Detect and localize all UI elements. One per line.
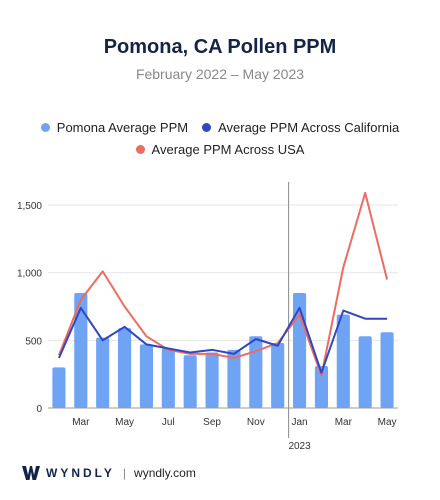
x-tick-label-2: Jul — [162, 417, 175, 428]
y-tick-label-3: 1,500 — [17, 201, 42, 212]
x-year-label: 2023 — [288, 441, 311, 452]
line-usa — [58, 191, 389, 377]
legend-item-california: Average PPM Across California — [202, 120, 399, 135]
x-tick-label-0: Mar — [72, 417, 90, 428]
bar-pomona-13 — [336, 314, 350, 408]
y-tick-label-0: 0 — [36, 404, 42, 415]
wyndly-logo-icon — [22, 466, 40, 480]
x-tick-label-3: Sep — [203, 417, 221, 428]
footer: WYNDLY | wyndly.com — [22, 462, 196, 484]
line-california — [58, 306, 388, 374]
legend-item-usa: Average PPM Across USA — [135, 141, 305, 157]
x-tick-label-7: May — [378, 417, 397, 428]
brand-name: WYNDLY — [46, 466, 115, 480]
footer-site[interactable]: wyndly.com — [134, 466, 196, 480]
legend-swatch-pomona — [40, 122, 50, 132]
legend-item-pomona: Pomona Average PPM — [40, 119, 189, 135]
bar-pomona-5 — [161, 348, 175, 408]
legend-row-1: Pomona Average PPM Average PPM Across Ca… — [0, 116, 440, 138]
bar-pomona-9 — [249, 336, 263, 408]
bar-pomona-10 — [271, 343, 285, 408]
bar-pomona-1 — [74, 293, 88, 408]
legend: Pomona Average PPM Average PPM Across Ca… — [0, 116, 440, 160]
x-tick-label-5: Jan — [292, 417, 308, 428]
bar-pomona-12 — [314, 366, 328, 408]
legend-row-2: Average PPM Across USA — [0, 138, 440, 160]
bar-pomona-3 — [118, 328, 132, 408]
chart-plot: 0 500 1,000 1,500 Mar May Jul Sep Nov Jan Mar May 20… — [17, 182, 398, 452]
bar-pomona-0 — [52, 367, 66, 408]
x-tick-label-6: Mar — [335, 417, 353, 428]
bar-pomona-4 — [139, 344, 153, 408]
legend-swatch-usa — [135, 144, 145, 154]
bar-pomona-8 — [227, 349, 241, 408]
bar-pomona-6 — [183, 355, 197, 408]
footer-separator: | — [122, 466, 127, 480]
bar-pomona-14 — [358, 336, 372, 408]
bar-pomona-2 — [96, 337, 110, 408]
chart-title: Pomona, CA Pollen PPM — [103, 36, 337, 58]
x-tick-label-1: May — [115, 417, 134, 428]
y-tick-label-2: 1,000 — [17, 269, 42, 280]
bar-pomona-15 — [380, 332, 394, 408]
legend-label-usa: Average PPM Across USA — [151, 141, 305, 157]
legend-swatch-california — [202, 122, 212, 132]
legend-label-california: Average PPM Across California — [218, 119, 400, 135]
chart-subtitle: February 2022 – May 2023 — [135, 66, 305, 82]
x-tick-label-4: Nov — [247, 417, 265, 428]
legend-label-pomona: Pomona Average PPM — [56, 119, 189, 135]
y-tick-label-1: 500 — [25, 336, 42, 347]
bar-pomona-7 — [205, 352, 219, 408]
